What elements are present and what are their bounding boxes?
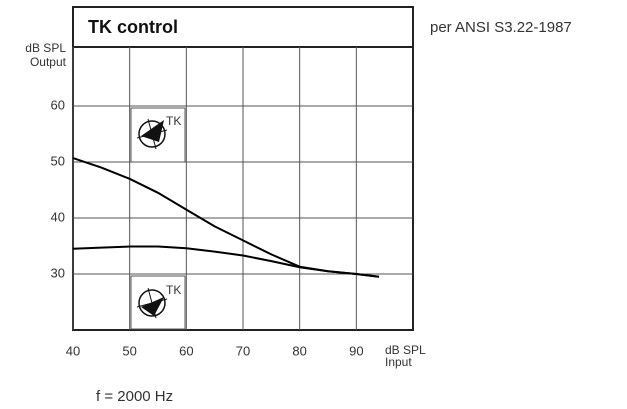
x-tick-label: 60: [179, 343, 193, 358]
y-tick-label: 30: [51, 265, 65, 280]
series-line: [72, 157, 380, 278]
tk-icon: [136, 118, 168, 150]
x-tick-label: 40: [66, 343, 80, 358]
y-tick-label: 40: [51, 209, 65, 224]
x-axis-label: Input: [385, 355, 412, 369]
y-axis-label: Output: [30, 55, 67, 69]
x-tick-label: 70: [236, 343, 250, 358]
y-tick-label: 50: [51, 153, 65, 168]
x-tick-label: 80: [292, 343, 306, 358]
icons: TK TK: [130, 107, 186, 330]
x-tick-label: 90: [349, 343, 363, 358]
series-line: [72, 245, 380, 278]
x-axis-label: dB SPL: [385, 343, 426, 357]
grid: [72, 47, 413, 330]
y-axis-label: dB SPL: [25, 41, 66, 55]
annotation: per ANSI S3.22-1987: [430, 19, 572, 36]
y-tick-label: 60: [51, 97, 65, 112]
annotation: f = 2000 Hz: [96, 388, 173, 405]
icon-label: TK: [166, 114, 181, 128]
chart-title: TK control: [88, 17, 178, 37]
tk-icon: [136, 287, 168, 319]
x-tick-label: 50: [122, 343, 136, 358]
icon-label: TK: [166, 283, 181, 297]
